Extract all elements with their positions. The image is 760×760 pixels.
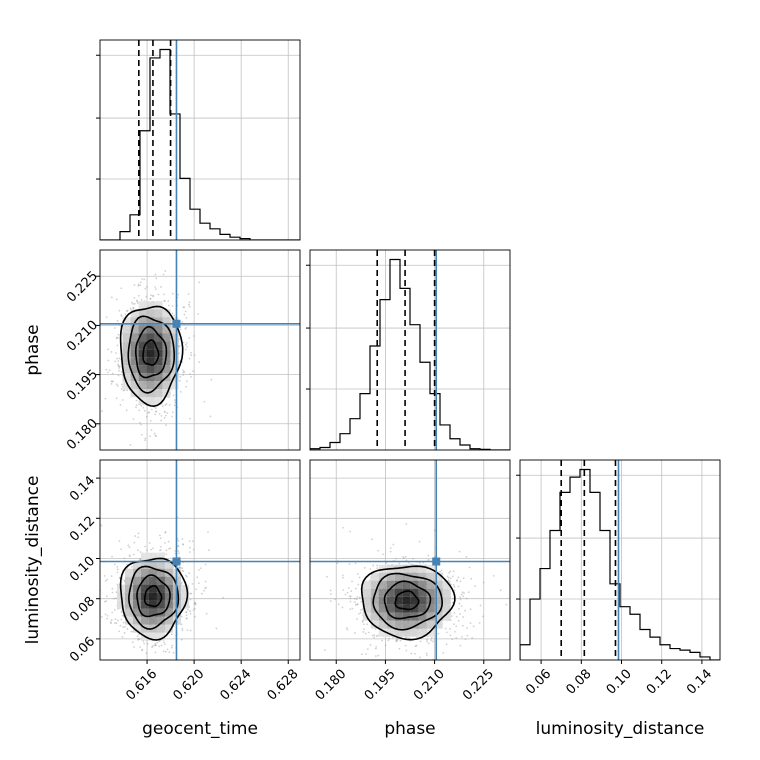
x-tick-label: 0.628	[265, 667, 302, 704]
axes-frame	[99, 459, 301, 661]
x-tick-label: 0.195	[362, 667, 399, 704]
y-tick-label: 0.180	[64, 416, 101, 453]
contour-level	[394, 590, 420, 611]
x-tick-label: 0.620	[170, 667, 207, 704]
y-axis-label-phase: phase	[23, 324, 43, 375]
contour-level	[143, 585, 163, 608]
contour-level	[142, 339, 160, 366]
x-tick-label: 0.14	[684, 667, 715, 698]
contour-level	[135, 325, 168, 379]
truth-marker	[432, 557, 441, 566]
histogram-step-geocent_time	[100, 48, 300, 240]
contour-level	[360, 565, 456, 641]
x-axis-label-geocent_time: geocent_time	[142, 719, 258, 739]
density-shading	[122, 301, 179, 406]
truth-marker	[172, 557, 181, 566]
contour-level	[383, 580, 432, 620]
x-tick-label: 0.180	[313, 667, 350, 704]
contour-level	[136, 574, 171, 618]
panel-geocent_time-vs-luminosity_distance: 0.616 0.620 0.624 0.628 geocent_time 0.06 0.08…	[23, 459, 302, 739]
y-axis-label-luminosity_distance: luminosity_distance	[23, 476, 43, 645]
panel-geocent_time-vs-phase: 0.180 0.195 0.210 0.225 phase	[23, 249, 301, 453]
y-tick-label: 0.210	[64, 318, 101, 355]
y-tick-label: 0.195	[64, 367, 101, 404]
panel-phase-vs-luminosity_distance: 0.180 0.195 0.210 0.225 phase	[309, 459, 511, 739]
axes-frame	[309, 459, 511, 661]
contour-level	[128, 565, 180, 630]
x-tick-label: 0.10	[604, 667, 635, 698]
y-tick-label: 0.225	[64, 269, 101, 306]
x-tick-label: 0.08	[563, 667, 594, 698]
contour-level	[119, 305, 184, 408]
contour-level	[127, 315, 175, 394]
axes-frame	[99, 249, 301, 451]
x-tick-label: 0.616	[123, 667, 160, 704]
histogram-step-phase	[310, 258, 510, 450]
axes-frame	[99, 39, 301, 241]
y-tick-label: 0.14	[67, 473, 98, 504]
y-tick-label: 0.08	[67, 594, 98, 625]
y-tick-label: 0.10	[67, 554, 98, 585]
x-tick-label: 0.12	[644, 667, 675, 698]
histogram-step-luminosity_distance	[520, 468, 720, 660]
x-tick-label: 0.225	[460, 667, 497, 704]
axes-frame	[519, 459, 721, 661]
panel-geocent_time-hist	[96, 39, 301, 241]
contour-level	[372, 572, 444, 631]
panel-luminosity_distance-hist: 0.06 0.08 0.10 0.12 0.14 luminosity_distance	[516, 459, 721, 739]
x-tick-label: 0.210	[411, 667, 448, 704]
x-axis-label-phase: phase	[384, 719, 435, 739]
x-tick-label: 0.624	[218, 667, 255, 704]
y-tick-label: 0.12	[67, 514, 98, 545]
x-axis-label-luminosity_distance: luminosity_distance	[536, 719, 705, 739]
truth-marker	[172, 319, 181, 328]
axes-frame	[309, 249, 511, 451]
y-tick-label: 0.06	[67, 634, 98, 665]
panel-phase-hist	[306, 249, 511, 451]
x-tick-label: 0.06	[523, 667, 554, 698]
